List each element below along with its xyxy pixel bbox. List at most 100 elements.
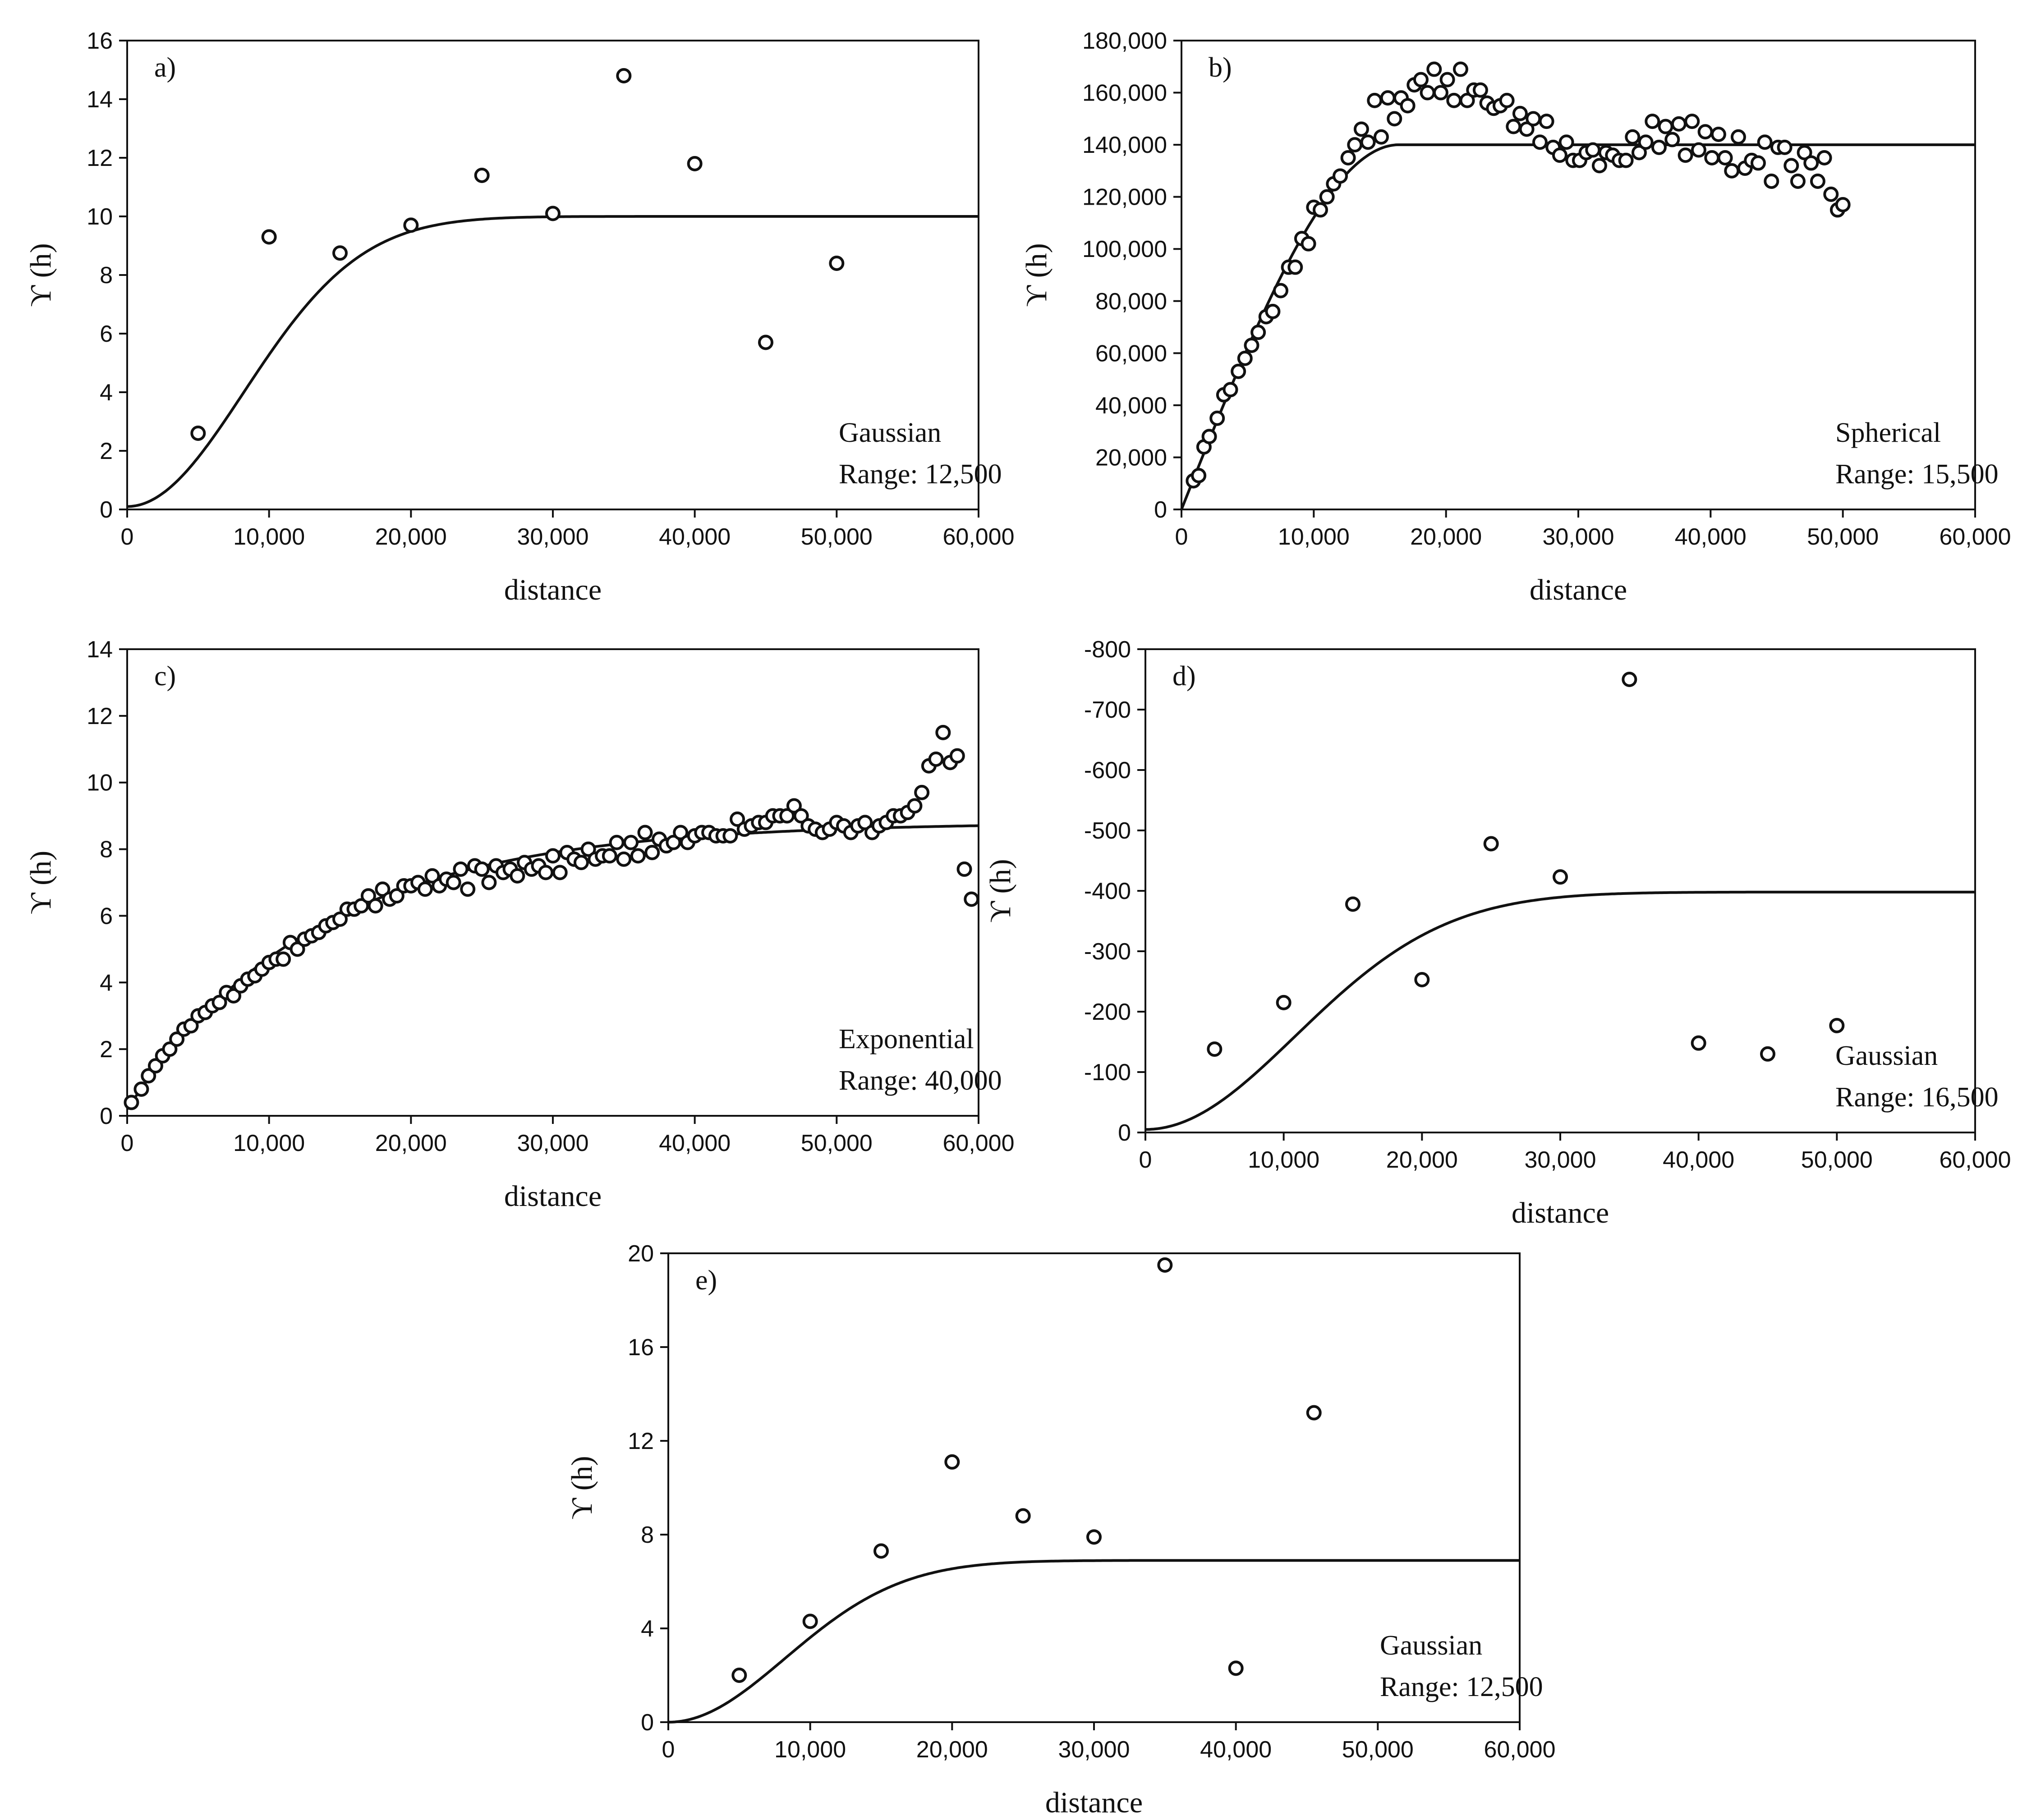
data-point (446, 875, 461, 890)
data-point (474, 861, 490, 877)
y-tick-label: -800 (1084, 637, 1131, 663)
x-tick-label: 10,000 (1248, 1147, 1319, 1173)
data-point (1823, 186, 1839, 202)
data-point (786, 798, 802, 814)
y-tick-label: 12 (628, 1428, 654, 1454)
data-point (545, 206, 561, 221)
data-point (354, 898, 369, 914)
data-point (1512, 105, 1528, 121)
data-point (424, 868, 440, 884)
x-tick-label: 20,000 (916, 1737, 988, 1763)
data-point (1301, 236, 1316, 252)
data-point (1618, 152, 1634, 168)
data-point (1157, 1257, 1173, 1273)
data-point (914, 784, 930, 800)
y-axis-title: ϒ (h) (24, 851, 57, 914)
data-point (1816, 150, 1832, 165)
data-point (1552, 147, 1567, 163)
model-curve (1180, 143, 1975, 510)
data-point (1433, 85, 1448, 101)
data-point (124, 1095, 139, 1110)
y-tick-label: 20 (628, 1241, 654, 1267)
data-point (623, 834, 639, 850)
data-point (1353, 121, 1369, 137)
data-point (1191, 468, 1207, 483)
data-point (1201, 429, 1217, 445)
data-point (510, 868, 525, 884)
x-axis-title: distance (504, 573, 602, 606)
y-tick-label: 0 (1154, 497, 1167, 523)
data-point (1777, 139, 1793, 155)
data-point (779, 808, 795, 824)
x-tick-label: 20,000 (1386, 1147, 1458, 1173)
data-point (1585, 142, 1601, 158)
y-tick-label: 14 (87, 87, 113, 113)
data-point (1710, 127, 1726, 142)
data-point (928, 751, 944, 767)
data-point (1764, 174, 1779, 189)
y-tick-label: 10 (87, 204, 113, 230)
data-point (1276, 995, 1292, 1010)
data-point (552, 865, 568, 880)
data-point (538, 865, 554, 880)
data-point (1244, 338, 1259, 353)
x-tick-label: 60,000 (942, 524, 1014, 550)
data-point (802, 1614, 818, 1629)
y-tick-label: 0 (1118, 1120, 1131, 1146)
data-point (1724, 163, 1740, 179)
data-point (1313, 202, 1328, 218)
x-axis-title: distance (1512, 1197, 1609, 1229)
data-point (1678, 147, 1693, 163)
y-tick-label: 40,000 (1095, 393, 1167, 419)
x-tick-label: 60,000 (1484, 1737, 1555, 1763)
panel-label: d) (1172, 661, 1196, 692)
x-tick-label: 50,000 (1342, 1737, 1414, 1763)
data-point (730, 811, 745, 827)
data-point (1526, 111, 1541, 127)
x-tick-label: 0 (121, 524, 134, 550)
data-point (1730, 129, 1746, 145)
data-point (1333, 168, 1348, 184)
model-annotation-line: Gaussian (1835, 1041, 1938, 1071)
data-point (1691, 1035, 1706, 1051)
data-point (360, 888, 376, 904)
data-point (793, 808, 809, 824)
data-point (183, 1018, 199, 1034)
y-tick-label: 4 (100, 970, 113, 996)
panel-e: 0 10,000 20,000 30,000 40,000 50,000 60,000 0 4 8… (565, 1241, 1556, 1819)
data-point (261, 229, 277, 245)
panel-label: c) (154, 661, 176, 692)
data-point (1426, 61, 1442, 77)
data-point (1651, 139, 1667, 155)
y-tick-label: -300 (1084, 939, 1131, 965)
data-point (964, 891, 979, 907)
data-point (1223, 382, 1238, 398)
y-tick-label: -600 (1084, 757, 1131, 784)
x-tick-label: 0 (1175, 524, 1188, 550)
y-tick-label: 160,000 (1082, 80, 1167, 106)
data-point (944, 1454, 960, 1470)
y-tick-label: -100 (1084, 1059, 1131, 1086)
panel-d: 0 10,000 20,000 30,000 40,000 50,000 60,000 0 -1… (984, 637, 2011, 1229)
data-point (1483, 836, 1499, 852)
x-axis-title: distance (1530, 573, 1627, 606)
data-point (403, 217, 419, 233)
data-point (453, 861, 469, 877)
data-point (1413, 72, 1429, 87)
y-tick-label: 4 (100, 380, 113, 406)
data-point (616, 68, 632, 83)
data-point (1835, 197, 1851, 212)
x-tick-label: 0 (1139, 1147, 1152, 1173)
panel-c: 0 10,000 20,000 30,000 40,000 50,000 60,000 0 2 4… (24, 637, 1015, 1213)
y-tick-label: -400 (1084, 878, 1131, 904)
data-point (1237, 350, 1253, 366)
data-point (1086, 1529, 1102, 1545)
data-point (1625, 129, 1641, 145)
x-tick-label: 0 (121, 1130, 134, 1156)
data-point (1506, 119, 1521, 134)
data-point (637, 825, 653, 840)
data-point (1228, 1660, 1244, 1676)
data-point (147, 1058, 163, 1074)
y-tick-label: 4 (641, 1616, 654, 1642)
x-tick-label: 10,000 (233, 1130, 305, 1156)
